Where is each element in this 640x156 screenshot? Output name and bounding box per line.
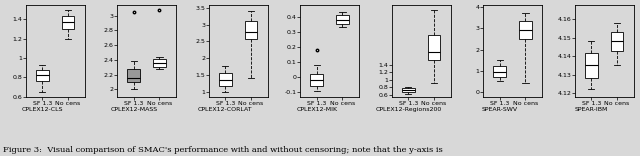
PathPatch shape bbox=[336, 15, 349, 24]
PathPatch shape bbox=[153, 59, 166, 67]
PathPatch shape bbox=[219, 73, 232, 86]
PathPatch shape bbox=[310, 74, 323, 86]
PathPatch shape bbox=[493, 66, 506, 77]
PathPatch shape bbox=[611, 32, 623, 51]
PathPatch shape bbox=[585, 53, 598, 78]
PathPatch shape bbox=[36, 70, 49, 81]
PathPatch shape bbox=[402, 88, 415, 92]
PathPatch shape bbox=[519, 21, 532, 39]
Text: Figure 3:  Visual comparison of SMAC's performance with and without censoring; n: Figure 3: Visual comparison of SMAC's pe… bbox=[3, 146, 443, 154]
PathPatch shape bbox=[127, 69, 140, 82]
PathPatch shape bbox=[428, 35, 440, 60]
PathPatch shape bbox=[244, 21, 257, 39]
PathPatch shape bbox=[61, 16, 74, 29]
